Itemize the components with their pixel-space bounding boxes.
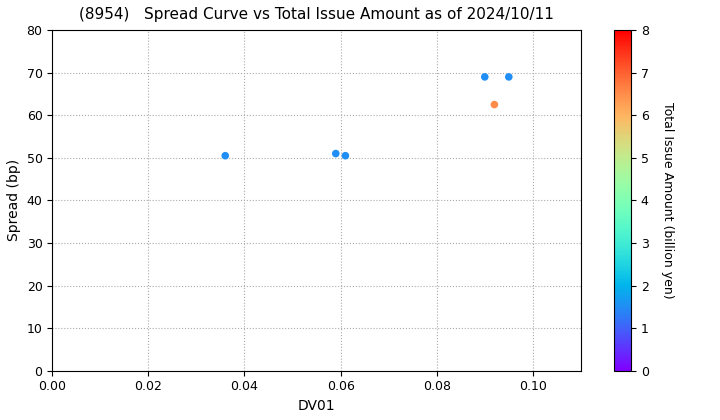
Y-axis label: Total Issue Amount (billion yen): Total Issue Amount (billion yen)	[661, 102, 674, 299]
Point	[220, 152, 231, 159]
Title: (8954)   Spread Curve vs Total Issue Amount as of 2024/10/11: (8954) Spread Curve vs Total Issue Amoun…	[79, 7, 554, 22]
Point	[330, 150, 341, 157]
Point	[479, 74, 490, 80]
Point	[340, 152, 351, 159]
X-axis label: DV01: DV01	[298, 399, 336, 413]
Y-axis label: Spread (bp): Spread (bp)	[7, 159, 21, 242]
Point	[489, 101, 500, 108]
Point	[503, 74, 515, 80]
